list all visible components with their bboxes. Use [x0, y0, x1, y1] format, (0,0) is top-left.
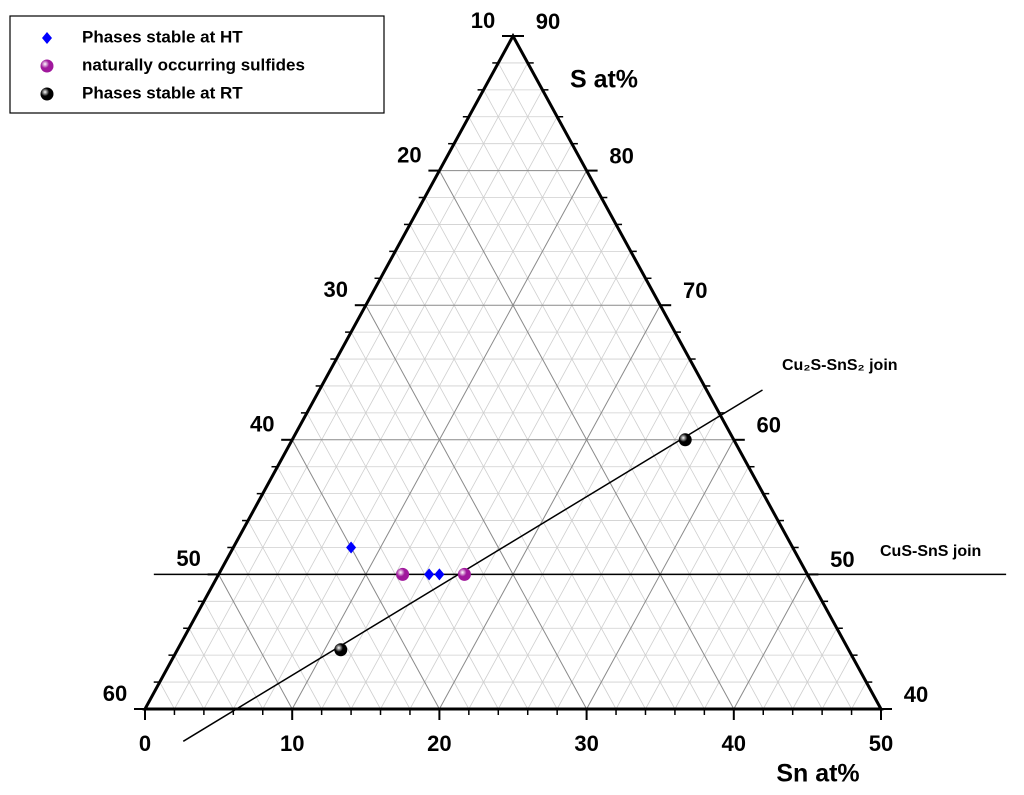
y-tick-label: 70: [683, 278, 707, 303]
sphere-marker: [40, 59, 54, 73]
x-tick-label: 40: [722, 731, 746, 756]
minor-grid-line: [556, 412, 720, 710]
x-tick-label: 50: [869, 731, 893, 756]
grid-line: [365, 304, 588, 710]
minor-grid-line: [483, 89, 823, 710]
y-tick-label: 80: [609, 143, 633, 168]
frame: 0 10 20 30 40 50 40 50 60 70 80 90 10 20 30 40 50 60: [103, 8, 928, 756]
x-tick-label: 0: [139, 731, 151, 756]
diamond-marker: [346, 541, 357, 554]
join-label: CuS-SnS join: [880, 543, 981, 560]
grid-line: [733, 574, 808, 710]
grid-line: [438, 304, 661, 710]
minor-grid-line: [394, 251, 646, 710]
legend-box: [9, 15, 385, 114]
x-tick-label: 10: [280, 731, 304, 756]
legend-label: naturally occurring sulfides: [82, 55, 305, 74]
minor-grid-line: [380, 278, 617, 710]
grid-line: [218, 574, 293, 710]
grid-line: [438, 170, 735, 710]
legend-label: Phases stable at HT: [82, 27, 243, 46]
sphere-marker: [457, 567, 471, 581]
diamond-marker: [42, 32, 52, 44]
y-tick-label: 90: [536, 9, 560, 34]
triangle-frame: [142, 32, 884, 711]
minor-grid-line: [159, 681, 175, 710]
minor-grid-line: [247, 520, 352, 710]
grid: [144, 35, 882, 710]
minor-grid-line: [674, 520, 779, 710]
minor-grid-line: [615, 466, 749, 710]
minor-grid-line: [497, 358, 690, 710]
sphere-marker: [40, 87, 54, 101]
sphere-marker: [334, 643, 348, 657]
joins: [153, 389, 1007, 742]
legend: Phases stable at HT naturally occurring s…: [9, 15, 385, 114]
minor-grid-line: [350, 331, 558, 710]
z-tick-label: 10: [471, 8, 495, 33]
minor-grid-line: [792, 628, 838, 710]
minor-grid-line: [262, 493, 381, 710]
legend-label: Phases stable at RT: [82, 83, 243, 102]
z-tick-label: 60: [103, 681, 127, 706]
minor-grid-line: [468, 116, 794, 710]
z-tick-label: 40: [250, 412, 274, 437]
diamond-marker: [434, 568, 445, 581]
z-tick-label: 30: [324, 277, 348, 302]
marks: [334, 433, 692, 657]
diamond-marker: [424, 568, 435, 581]
minor-grid-line: [380, 251, 632, 710]
minor-grid-line: [424, 197, 705, 710]
x-tick-label: 20: [427, 731, 451, 756]
minor-grid-line: [336, 358, 529, 710]
join-label: Cu₂S-SnS₂ join: [782, 357, 898, 374]
minor-grid-line: [306, 412, 470, 710]
y-axis-title: S at%: [570, 66, 638, 94]
z-tick-label: 50: [176, 546, 200, 571]
sphere-marker: [396, 567, 410, 581]
y-tick-label: 50: [830, 547, 854, 572]
z-tick-label: 20: [397, 142, 421, 167]
minor-grid-line: [174, 654, 205, 710]
minor-grid-line: [203, 89, 543, 710]
minor-grid-line: [453, 143, 764, 710]
minor-grid-line: [851, 681, 867, 710]
minor-grid-line: [321, 197, 602, 710]
minor-grid-line: [262, 143, 573, 710]
x-tick-label: 30: [574, 731, 598, 756]
minor-grid-line: [188, 628, 234, 710]
join-line: [182, 389, 763, 742]
y-tick-label: 60: [757, 413, 781, 438]
x-axis-title: Sn at%: [776, 760, 859, 788]
minor-grid-line: [277, 466, 411, 710]
sphere-marker: [678, 433, 692, 447]
minor-grid-line: [203, 601, 264, 710]
y-tick-label: 40: [904, 682, 928, 707]
